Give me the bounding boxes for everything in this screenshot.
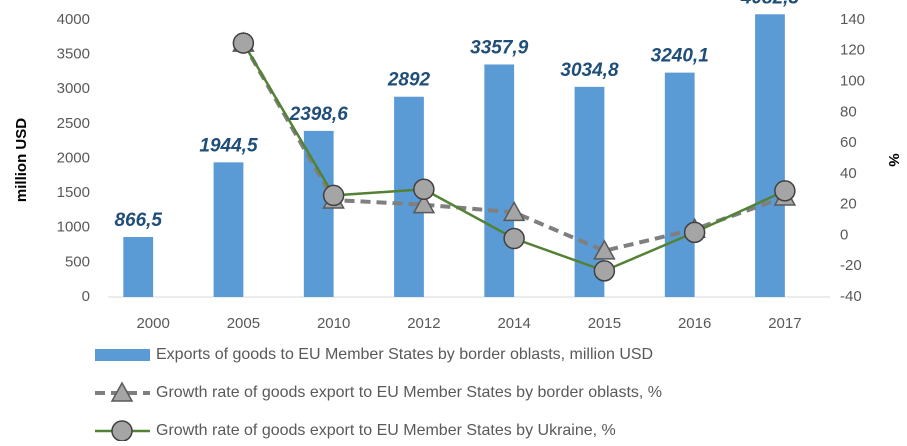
x-tick-label: 2000 [136, 315, 169, 332]
y-tick-label: 2500 [57, 115, 90, 132]
line-marker [683, 221, 706, 244]
bar [664, 72, 695, 297]
data-label: 2892 [387, 70, 431, 91]
line-marker [322, 184, 345, 207]
x-tick-label: 2014 [497, 315, 530, 332]
x-tick-label: 2010 [317, 315, 350, 332]
y-tick-label: 4000 [57, 11, 90, 28]
legend-swatch [95, 349, 150, 361]
line-marker [593, 260, 616, 282]
legend-label: Exports of goods to EU Member States by … [156, 346, 653, 363]
x-tick-label: 2015 [588, 315, 621, 332]
y-tick-label: 3500 [57, 46, 90, 63]
data-label: 3357,9 [470, 37, 529, 58]
y2-tick-label: 120 [840, 42, 865, 59]
y2-tick-label: 140 [840, 11, 865, 28]
data-label: 866,5 [114, 210, 162, 231]
legend-label: Growth rate of goods export to EU Member… [156, 422, 616, 439]
legend-marker [111, 420, 133, 442]
x-tick-label: 2017 [768, 315, 801, 332]
y2-tick-label: 80 [840, 103, 857, 120]
bar [123, 236, 154, 297]
bar [755, 14, 785, 298]
y-tick-label: 0 [82, 288, 90, 305]
line-marker [774, 180, 796, 202]
y-tick-label: 2000 [57, 149, 90, 166]
data-label: 4082,3 [740, 0, 800, 8]
y-axis-label: million USD [13, 118, 30, 202]
bar [213, 162, 244, 297]
y2-tick-label: 60 [840, 134, 857, 151]
y2-tick-label: -20 [840, 257, 862, 274]
line-marker [413, 178, 435, 201]
y-tick-label: 500 [65, 253, 90, 270]
legend-marker [110, 381, 134, 402]
y2-tick-label: 100 [840, 73, 865, 90]
line-marker [412, 193, 436, 214]
line-marker [593, 239, 616, 260]
y2-tick-label: 20 [840, 196, 857, 213]
data-label: 1944,5 [199, 135, 258, 156]
y2-tick-label: 0 [840, 226, 848, 243]
y-tick-label: 1000 [57, 219, 90, 236]
y2-axis-label: % [885, 153, 902, 166]
y-tick-label: 1500 [57, 184, 90, 201]
y-tick-label: 3000 [57, 80, 90, 97]
data-label: 2398,6 [289, 104, 349, 125]
legend-label: Growth rate of goods export to EU Member… [156, 384, 662, 401]
y2-tick-label: 40 [840, 165, 857, 182]
line-marker [503, 227, 525, 250]
bar [484, 64, 515, 297]
line-marker [232, 32, 255, 54]
x-tick-label: 2016 [678, 315, 711, 332]
data-label: 3034,8 [560, 60, 619, 81]
x-tick-label: 2005 [227, 315, 260, 332]
y2-tick-label: -40 [840, 288, 862, 305]
x-tick-label: 2012 [407, 315, 440, 332]
line-marker [502, 200, 526, 222]
data-label: 3240,1 [651, 46, 709, 67]
